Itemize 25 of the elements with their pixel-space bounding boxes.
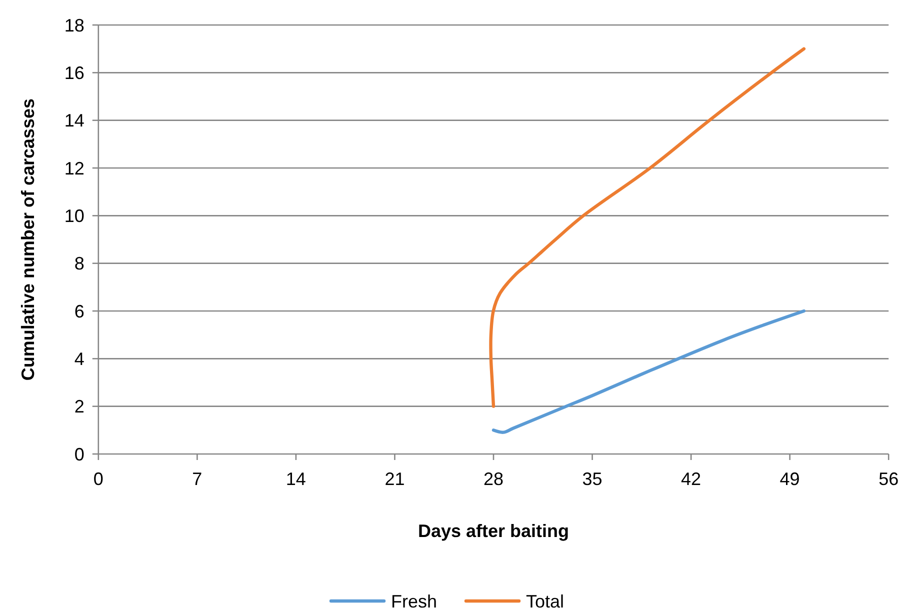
- x-tick-label: 7: [192, 469, 202, 489]
- y-tick-label: 16: [64, 62, 84, 83]
- x-tick-label: 35: [582, 469, 602, 489]
- x-tick-label: 21: [384, 469, 405, 489]
- y-tick-label: 6: [74, 301, 84, 322]
- x-tick-label: 49: [780, 469, 800, 489]
- line-series: [489, 47, 806, 408]
- x-tick-label: 14: [286, 469, 306, 489]
- y-tick-label: 10: [64, 206, 84, 226]
- x-tick-label: 42: [681, 469, 702, 489]
- x-tick-label: 28: [483, 469, 504, 489]
- x-tick-label: 56: [878, 469, 899, 489]
- legend-label: Fresh: [391, 591, 438, 612]
- y-tick-label: 4: [74, 348, 84, 369]
- y-tick-label: 12: [64, 158, 84, 178]
- y-tick-label: 18: [64, 15, 84, 36]
- line-series: [492, 309, 806, 434]
- y-tick-label: 8: [74, 254, 84, 274]
- y-tick-label: 14: [64, 110, 84, 131]
- y-axis-title: Cumulative number of carcasses: [18, 98, 38, 381]
- y-tick-label: 2: [74, 396, 84, 417]
- x-axis-title: Days after baiting: [418, 521, 570, 541]
- y-tick-label: 0: [74, 444, 84, 464]
- legend-label: Total: [526, 591, 564, 612]
- x-tick-label: 0: [93, 469, 104, 489]
